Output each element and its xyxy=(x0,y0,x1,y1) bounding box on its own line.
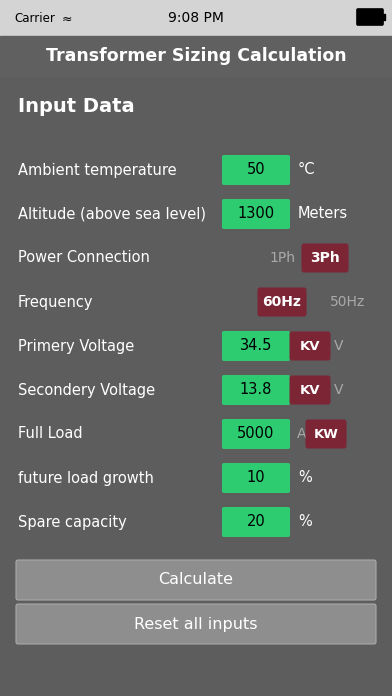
Text: Primery Voltage: Primery Voltage xyxy=(18,338,134,354)
Text: future load growth: future load growth xyxy=(18,470,154,486)
Text: 10: 10 xyxy=(247,470,265,486)
Text: 50: 50 xyxy=(247,162,265,177)
Text: KW: KW xyxy=(314,427,338,441)
Bar xyxy=(360,12,380,22)
Text: ≈: ≈ xyxy=(62,13,73,26)
Text: Power Connection: Power Connection xyxy=(18,251,150,265)
Text: KV: KV xyxy=(300,383,320,397)
Text: Spare capacity: Spare capacity xyxy=(18,514,127,530)
Text: 50Hz: 50Hz xyxy=(330,295,365,309)
Text: Transformer Sizing Calculation: Transformer Sizing Calculation xyxy=(46,47,346,65)
Bar xyxy=(0,36,392,76)
FancyBboxPatch shape xyxy=(290,376,330,404)
Text: Meters: Meters xyxy=(298,207,348,221)
Text: 9:08 PM: 9:08 PM xyxy=(168,11,224,25)
Text: Ambient temperature: Ambient temperature xyxy=(18,162,177,177)
Text: Input Data: Input Data xyxy=(18,97,134,116)
FancyBboxPatch shape xyxy=(222,199,290,229)
Text: 1300: 1300 xyxy=(238,207,274,221)
Text: 20: 20 xyxy=(247,514,265,530)
FancyBboxPatch shape xyxy=(222,507,290,537)
Text: Secondery Voltage: Secondery Voltage xyxy=(18,383,155,397)
Text: 3Ph: 3Ph xyxy=(310,251,340,265)
Bar xyxy=(382,14,385,20)
Text: Frequency: Frequency xyxy=(18,294,94,310)
Text: %: % xyxy=(298,514,312,530)
Text: KV: KV xyxy=(300,340,320,352)
Text: 1Ph: 1Ph xyxy=(269,251,295,265)
FancyBboxPatch shape xyxy=(357,9,383,25)
Text: %: % xyxy=(298,470,312,486)
Text: Altitude (above sea level): Altitude (above sea level) xyxy=(18,207,206,221)
Text: V: V xyxy=(334,383,343,397)
Text: 34.5: 34.5 xyxy=(240,338,272,354)
Text: 13.8: 13.8 xyxy=(240,383,272,397)
Text: Full Load: Full Load xyxy=(18,427,83,441)
FancyBboxPatch shape xyxy=(222,375,290,405)
FancyBboxPatch shape xyxy=(305,420,347,448)
FancyBboxPatch shape xyxy=(258,287,307,317)
Text: °C: °C xyxy=(298,162,316,177)
Text: 60Hz: 60Hz xyxy=(263,295,301,309)
Text: V: V xyxy=(334,339,343,353)
Text: Reset all inputs: Reset all inputs xyxy=(134,617,258,631)
FancyBboxPatch shape xyxy=(301,244,348,273)
Text: Carrier: Carrier xyxy=(14,12,55,24)
FancyBboxPatch shape xyxy=(16,560,376,600)
FancyBboxPatch shape xyxy=(16,604,376,644)
FancyBboxPatch shape xyxy=(290,331,330,361)
Text: 5000: 5000 xyxy=(237,427,275,441)
FancyBboxPatch shape xyxy=(222,463,290,493)
FancyBboxPatch shape xyxy=(222,331,290,361)
Text: A: A xyxy=(297,427,307,441)
Text: Calculate: Calculate xyxy=(158,573,234,587)
FancyBboxPatch shape xyxy=(222,419,290,449)
Bar xyxy=(0,0,392,36)
FancyBboxPatch shape xyxy=(222,155,290,185)
